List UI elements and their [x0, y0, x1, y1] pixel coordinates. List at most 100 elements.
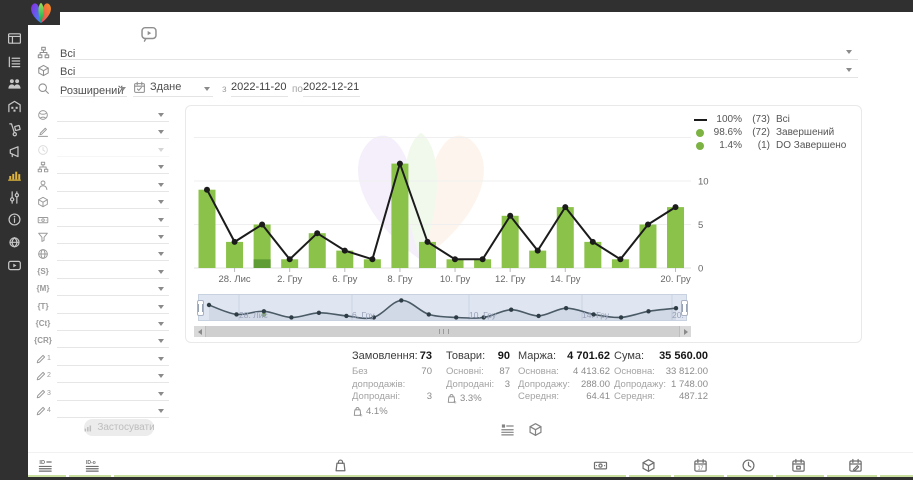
stat-value: 4 701.62: [567, 350, 610, 362]
scroll-left-arrow-icon[interactable]: [194, 326, 205, 337]
date-column-icon[interactable]: 17: [693, 458, 708, 473]
id-external-column-icon[interactable]: ID-o: [85, 458, 100, 473]
scrollbar-thumb[interactable]: [205, 326, 680, 337]
legend-item[interactable]: 98.6% (72) Завершений: [692, 126, 858, 139]
sidebar-orders-list-icon[interactable]: [0, 50, 28, 73]
product-column-icon[interactable]: [641, 458, 656, 473]
stat-subrow: Основна: 4 413.62: [518, 366, 610, 377]
svg-text:12. Гру: 12. Гру: [495, 274, 526, 285]
utm-term-filter-select[interactable]: [57, 300, 169, 314]
orders-chart[interactable]: 28. Лис 2. Гру 6. Гру 8. Гру 10. Гру 12. Гру 1…: [194, 109, 714, 291]
order-column-icon[interactable]: [333, 458, 348, 473]
search-icon: [37, 82, 50, 95]
clock-icon: [35, 143, 51, 157]
sidebar-globe-hand-icon[interactable]: [0, 231, 28, 254]
video-hint-button[interactable]: [138, 24, 160, 44]
shipment-date-column-icon[interactable]: [791, 458, 806, 473]
date-type-select[interactable]: Здане: [133, 81, 213, 97]
search-mode-select[interactable]: Розширений: [60, 81, 127, 97]
legend-percent: 100%: [716, 114, 742, 125]
product-type-filter-select[interactable]: [57, 195, 169, 210]
chevron-down-icon: [158, 409, 164, 414]
date-to-input[interactable]: 2022-12-21: [303, 81, 360, 97]
sidebar-warehouse-icon[interactable]: [0, 95, 28, 118]
site-filter-select[interactable]: [57, 247, 169, 262]
chart-legend: 100% (73) Всі 98.6% (72) Завершений 1.4% (1) DO …: [692, 113, 858, 152]
edit-date-column-icon[interactable]: [848, 458, 863, 473]
date-from-label: з: [222, 84, 227, 95]
pencil-icon: 3: [35, 387, 51, 401]
upsell-percent-badge: % 4.1%: [352, 406, 432, 417]
id-column-icon[interactable]: ID: [38, 458, 53, 473]
svg-text:6. Гру: 6. Гру: [332, 274, 357, 285]
signature-filter-select[interactable]: [57, 125, 169, 140]
chevron-down-icon: [158, 130, 164, 135]
upsell-bag-icon: %: [352, 406, 363, 417]
chart-scrollbar[interactable]: [194, 326, 691, 337]
chevron-down-icon: [158, 391, 164, 396]
orders-view-toggle[interactable]: [499, 421, 516, 438]
date-from-input[interactable]: 2022-11-20: [231, 81, 288, 97]
legend-percent: 98.6%: [713, 127, 742, 138]
time-filter-select[interactable]: [57, 143, 169, 157]
utm-source-filter-select[interactable]: [57, 265, 169, 279]
cube-icon: [35, 195, 51, 209]
app-logo-icon[interactable]: [26, 1, 56, 24]
custom-field-2-filter-select[interactable]: [57, 369, 169, 384]
utm-medium-filter-row: {M}: [33, 281, 171, 298]
bottom-strip: [0, 477, 913, 480]
navigator-left-handle[interactable]: [197, 300, 204, 316]
legend-item[interactable]: 100% (73) Всі: [692, 113, 858, 126]
stat-title: Замовлення:: [352, 350, 418, 362]
navigator-right-handle[interactable]: [681, 300, 688, 316]
product-filter-select[interactable]: Всі: [60, 62, 858, 78]
payment-filter-select[interactable]: [57, 213, 169, 227]
sidebar-marketing-icon[interactable]: [0, 140, 28, 163]
svg-text:8. Гру: 8. Гру: [387, 274, 412, 285]
legend-count: (73): [752, 114, 770, 125]
chart-card: 28. Лис 2. Гру 6. Гру 8. Гру 10. Гру 12. Гру 1…: [185, 105, 862, 343]
apply-button[interactable]: Застосувати: [84, 419, 155, 436]
legend-count: (1): [757, 140, 770, 151]
svg-text:%: %: [453, 401, 456, 404]
sidebar-customers-icon[interactable]: [0, 72, 28, 95]
source-filter-select[interactable]: [57, 108, 169, 122]
scroll-right-arrow-icon[interactable]: [680, 326, 691, 337]
svg-text:10. Гру: 10. Гру: [469, 310, 497, 320]
sidebar-info-icon[interactable]: [0, 209, 28, 232]
structure-filter-select[interactable]: [57, 160, 169, 175]
funnel-filter-select[interactable]: [57, 230, 169, 244]
utm-medium-filter-select[interactable]: [57, 282, 169, 297]
chevron-down-icon: [158, 339, 164, 344]
custom-field-4-filter-select[interactable]: [57, 404, 169, 419]
chevron-down-icon: [158, 165, 164, 170]
sidebar-analytics-icon[interactable]: [0, 163, 28, 186]
site-filter-row: [33, 246, 171, 263]
custom-field-1-filter-select[interactable]: [57, 352, 169, 366]
sidebar-settings-sliders-icon[interactable]: [0, 186, 28, 209]
sidebar-supply-cart-icon[interactable]: [0, 118, 28, 141]
filter-panel: {S} {M} {T} {Ct} {CR} 1 2 3 4: [33, 107, 171, 422]
manager-filter-select[interactable]: [57, 178, 169, 192]
manager-filter-row: [33, 177, 171, 194]
source-filter-row: [33, 107, 171, 124]
payment-column-icon[interactable]: [593, 458, 608, 473]
pencil-icon: 2: [35, 369, 51, 383]
payment-filter-row: [33, 212, 171, 229]
svg-text:10. Гру: 10. Гру: [440, 274, 471, 285]
products-view-toggle[interactable]: [527, 421, 544, 438]
time-column-icon[interactable]: [741, 458, 756, 473]
svg-text:28. Лис: 28. Лис: [239, 310, 269, 320]
utm-content-filter-select[interactable]: [57, 317, 169, 332]
sidebar-dashboard-icon[interactable]: [0, 27, 28, 50]
utm-campaign-filter-row: {CR}: [33, 333, 171, 350]
custom-field-3-filter-select[interactable]: [57, 387, 169, 401]
utm-campaign-filter-select[interactable]: [57, 334, 169, 349]
stat-value: 35 560.00: [659, 350, 708, 362]
legend-item[interactable]: 1.4% (1) DO Завершено: [692, 139, 858, 152]
stat-subrow: Середня: 487.12: [614, 391, 708, 402]
sidebar-video-tutorials-icon[interactable]: [0, 254, 28, 277]
group-filter-select[interactable]: Всі: [60, 44, 858, 60]
